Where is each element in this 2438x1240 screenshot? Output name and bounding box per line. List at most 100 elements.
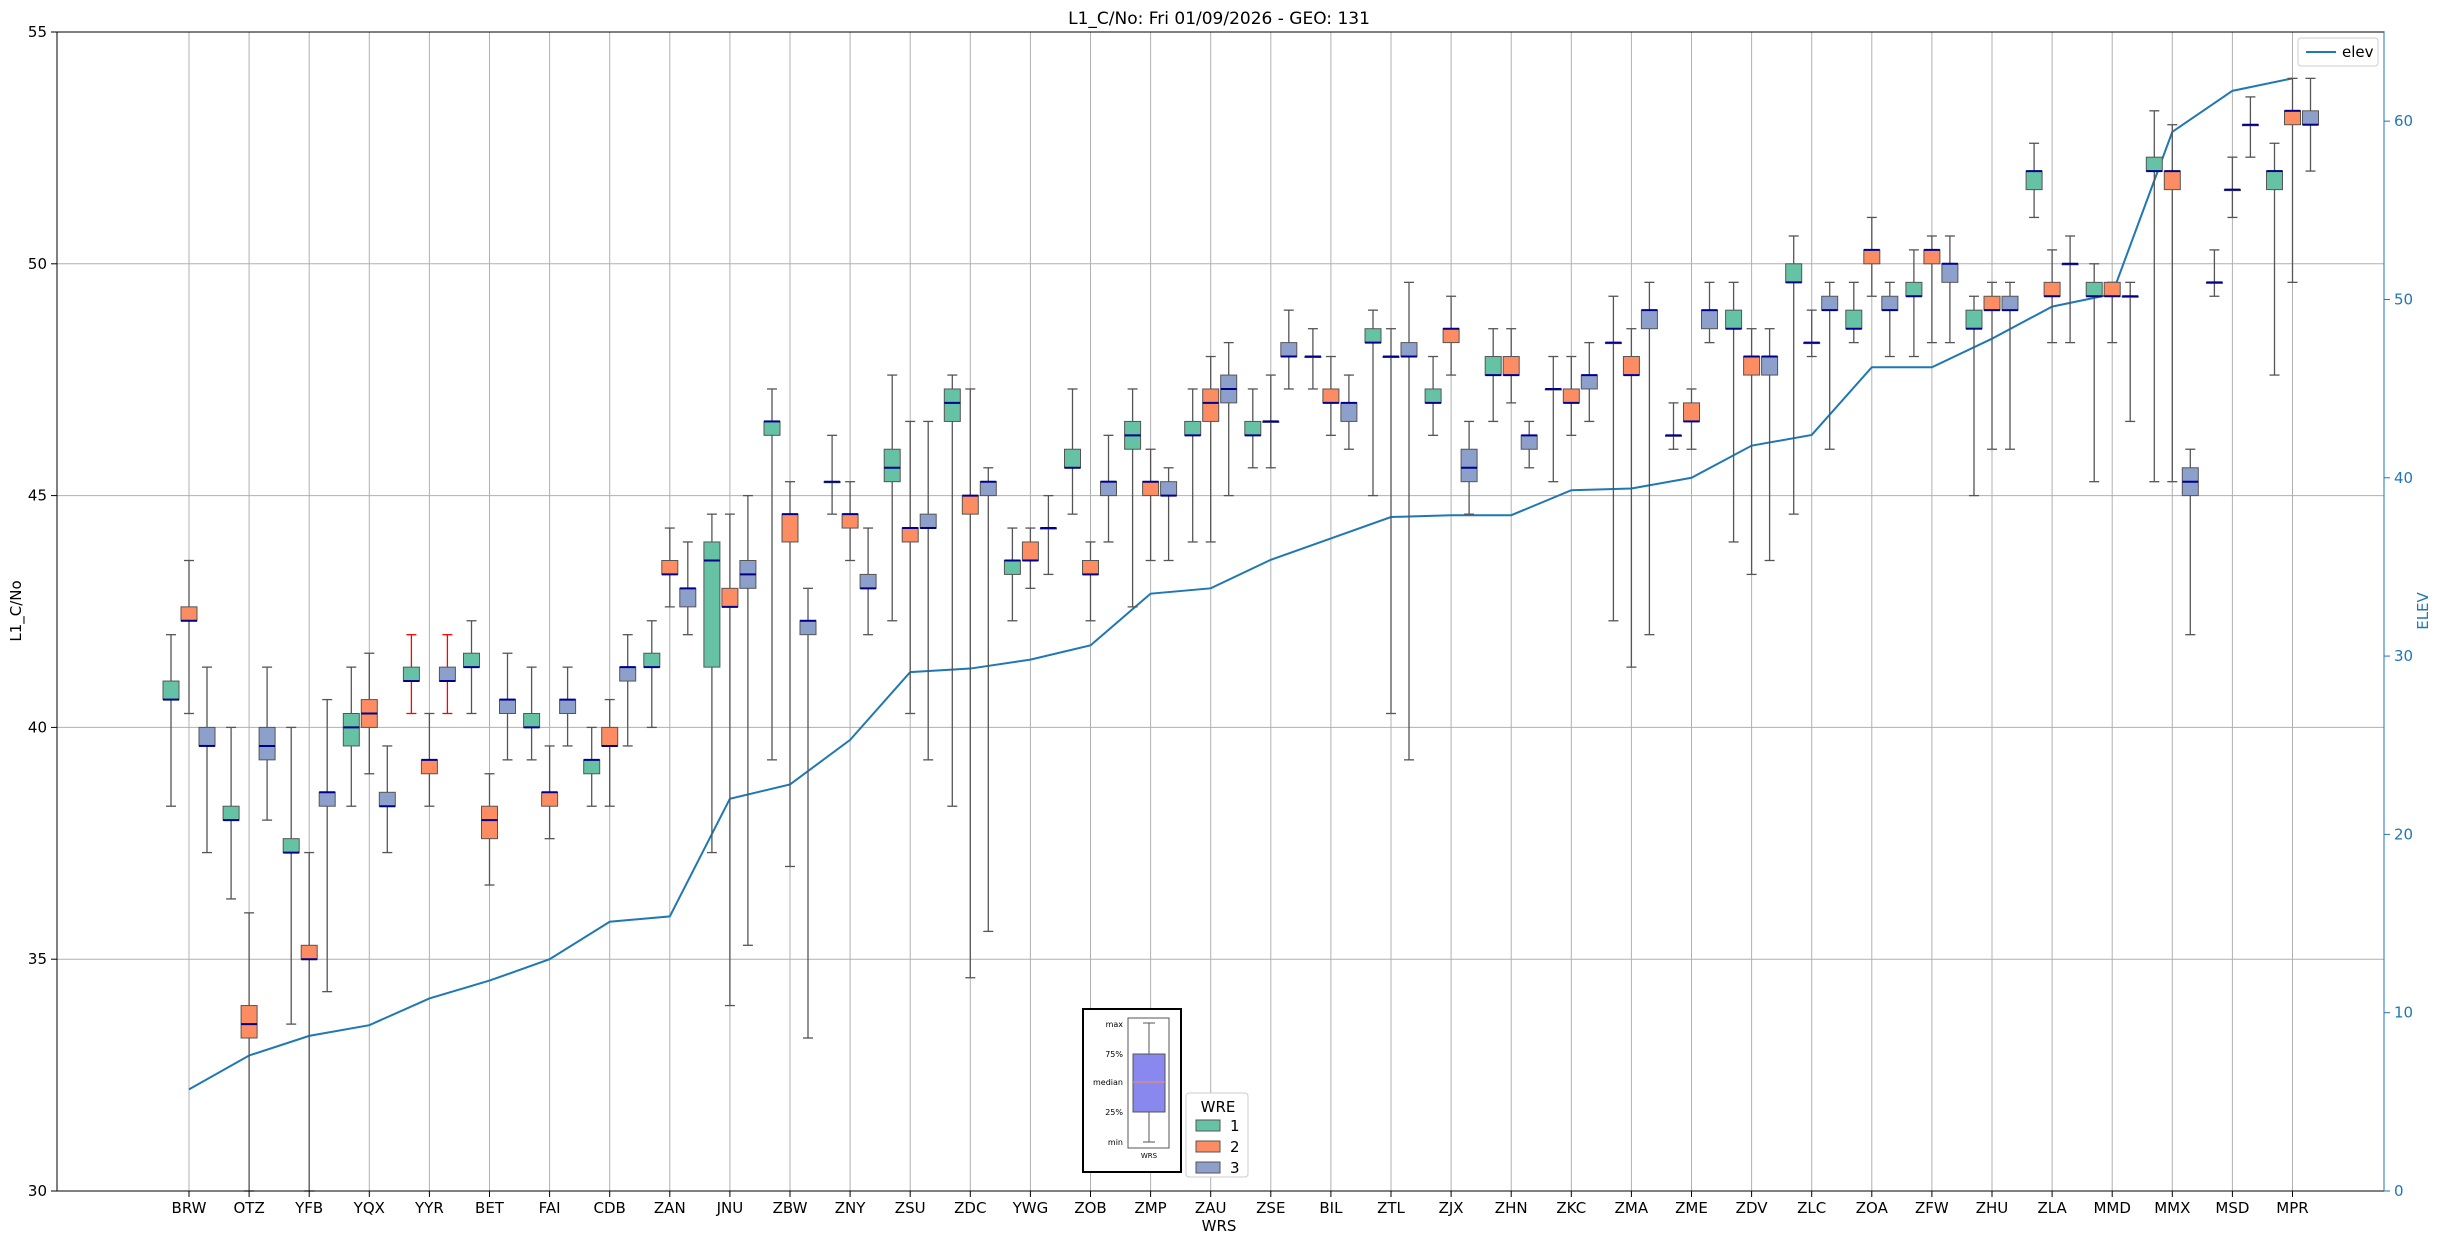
box-wre1-zdc xyxy=(943,374,961,807)
box-wre1-zkc xyxy=(1544,355,1562,483)
box-iqr xyxy=(841,513,859,529)
box-wre3-cdb xyxy=(619,634,637,747)
x-tick-label: BIL xyxy=(1319,1199,1343,1217)
box-iqr xyxy=(2145,156,2163,172)
box-iqr xyxy=(943,388,961,422)
box-wre3-zla xyxy=(2061,235,2079,344)
x-tick-label: ZSU xyxy=(895,1199,926,1217)
box-iqr xyxy=(1941,263,1959,283)
box-wre2-ywg xyxy=(1021,527,1039,589)
box-iqr xyxy=(1520,434,1538,450)
box-wre3-zny xyxy=(859,527,877,636)
box-wre1-bet xyxy=(463,620,480,715)
box-wre3-zsu xyxy=(919,420,937,761)
box-iqr xyxy=(583,759,601,775)
y-axis-left: 30 35 40 45 50 55 xyxy=(28,23,57,1200)
x-tick-label: ZFW xyxy=(1915,1199,1949,1217)
box-iqr xyxy=(258,726,276,761)
box-wre1-zan xyxy=(643,620,661,729)
box-iqr xyxy=(1785,263,1803,283)
box-iqr xyxy=(643,652,661,668)
box-iqr xyxy=(1460,448,1478,483)
x-tick-label: ZLC xyxy=(1797,1199,1826,1217)
box-iqr xyxy=(1340,402,1358,422)
x-tick-label: OTZ xyxy=(233,1199,264,1217)
x-tick-label: MMX xyxy=(2154,1199,2190,1217)
box-iqr xyxy=(781,513,799,543)
elevation-line xyxy=(188,77,2293,1091)
box-iqr xyxy=(1562,388,1580,404)
box-iqr xyxy=(919,513,937,529)
box-iqr xyxy=(318,791,336,807)
y2-tick-label: 30 xyxy=(2394,647,2413,665)
box-iqr xyxy=(883,448,901,483)
box-iqr xyxy=(1683,402,1700,422)
y-axis-label: L1_C/No xyxy=(7,580,26,641)
box-wre2-zny xyxy=(841,481,859,562)
box-wre3-zme xyxy=(1701,281,1718,344)
box-wre3-zhu xyxy=(2001,281,2019,450)
line-legend-label: elev xyxy=(2342,43,2374,61)
x-tick-label: ZHN xyxy=(1495,1199,1528,1217)
box-wre1-zbw xyxy=(763,388,781,761)
x-tick-label: ZAN xyxy=(654,1199,686,1217)
box-iqr xyxy=(300,944,318,960)
box-wre3-zoa xyxy=(1881,281,1899,358)
box-iqr xyxy=(1160,481,1178,497)
box-wre2-zfw xyxy=(1923,235,1941,344)
box-wre2-fai xyxy=(541,745,559,840)
box-wre3-yyr xyxy=(438,634,456,715)
box-iqr xyxy=(523,712,541,728)
box-iqr xyxy=(799,620,817,636)
box-wre1-zdv xyxy=(1725,281,1743,543)
elevation-line-layer xyxy=(188,77,2293,1091)
x-tick-label: MMD xyxy=(2093,1199,2130,1217)
box-wre2-zlc xyxy=(1803,309,1821,358)
box-wre3-mmd xyxy=(2121,281,2139,423)
box-iqr xyxy=(2043,281,2061,297)
box-wre1-zse xyxy=(1244,388,1262,469)
x-tick-label: ZSE xyxy=(1256,1199,1285,1217)
box-wre3-zma xyxy=(1640,281,1658,636)
x-tick-label: ZHU xyxy=(1976,1199,2009,1217)
box-wre3-zkc xyxy=(1580,341,1598,423)
box-iqr xyxy=(1881,295,1899,311)
box-iqr xyxy=(1845,309,1863,330)
x-tick-label: YYR xyxy=(414,1199,444,1217)
y2-tick-label: 10 xyxy=(2394,1004,2413,1022)
box-wre1-otz xyxy=(222,726,240,900)
box-wre1-zau xyxy=(1184,388,1202,543)
box-iqr xyxy=(342,712,360,747)
x-tick-label: CDB xyxy=(594,1199,626,1217)
y-tick-label: 40 xyxy=(28,718,47,736)
x-tick-label: ZBW xyxy=(773,1199,808,1217)
key-label-median: median xyxy=(1093,1078,1123,1087)
box-wre3-zau xyxy=(1220,341,1238,497)
box-wre2-zoa xyxy=(1863,216,1881,297)
box-iqr xyxy=(2284,110,2301,126)
box-iqr xyxy=(1905,281,1923,297)
chart-title: L1_C/No: Fri 01/09/2026 - GEO: 131 xyxy=(1068,9,1370,29)
box-iqr xyxy=(481,805,498,840)
box-wre1-fai xyxy=(523,666,541,761)
box-wre1-zjx xyxy=(1424,355,1442,436)
box-wre3-zse xyxy=(1280,309,1298,390)
box-iqr xyxy=(378,791,396,807)
key-box xyxy=(1132,1053,1166,1113)
box-iqr xyxy=(601,726,619,747)
box-iqr xyxy=(1082,560,1099,575)
box-wre2-zkc xyxy=(1562,355,1580,436)
x-axis-label: WRS xyxy=(1202,1217,1237,1235)
x-tick-label: ZKC xyxy=(1556,1199,1586,1217)
y-axis-right: 0 10 20 30 40 50 60 xyxy=(2383,32,2413,1200)
box-wre1-zla xyxy=(2025,142,2043,219)
box-iqr xyxy=(240,1005,258,1039)
box-iqr xyxy=(1701,309,1718,330)
x-tick-label: ZMP xyxy=(1134,1199,1166,1217)
x-tick-label: FAI xyxy=(539,1199,561,1217)
box-wre1-cdb xyxy=(583,726,601,807)
box-iqr xyxy=(1502,356,1520,376)
box-wre2-zhu xyxy=(1983,281,2001,450)
wre-legend-label-1: 1 xyxy=(1230,1117,1240,1135)
